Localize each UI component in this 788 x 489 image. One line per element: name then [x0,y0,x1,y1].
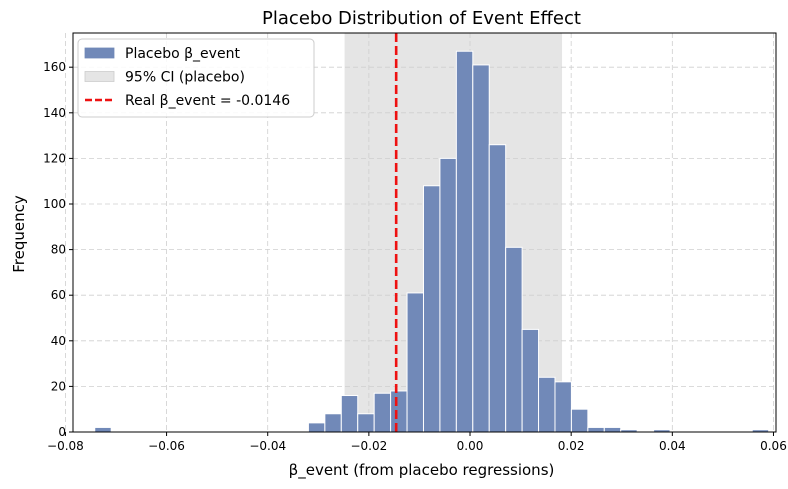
legend-label: 95% CI (placebo) [125,70,245,86]
histogram-bar [587,426,605,433]
x-axis-title: β_event (from placebo regressions) [289,461,555,480]
x-tick-label: −0.04 [249,439,286,453]
histogram-bar [307,422,326,433]
legend-label: Placebo β_event [125,46,240,62]
histogram-bar [94,426,112,433]
y-tick-label: 160 [43,60,66,74]
x-tick-label: 0.00 [457,439,484,453]
y-tick-label: 60 [51,288,66,302]
histogram-bar [373,392,392,433]
y-tick-label: 20 [51,379,66,393]
histogram-bar [357,413,375,433]
histogram-bar [422,185,441,433]
x-tick-label: 0.02 [558,439,585,453]
legend: Placebo β_event 95% CI (placebo) Real β_ev… [77,38,315,118]
y-tick-label: 0 [58,425,66,439]
y-tick-label: 120 [43,151,66,165]
chart-title: Placebo Distribution of Event Effect [262,8,581,29]
histogram-bar [340,395,359,433]
histogram-bar [538,376,556,433]
y-tick-label: 100 [43,197,66,211]
histogram-bar [406,292,424,433]
plot-area: −0.08 −0.06 −0.04 −0.02 0.00 0.02 0.04 0.06 0 20 4… [43,32,787,453]
histogram-bar [439,157,457,433]
histogram-bar [570,408,589,433]
x-tick-label: 0.06 [760,439,787,453]
legend-swatch [84,71,115,82]
y-tick-label: 40 [51,334,66,348]
histogram-bar [488,144,507,433]
legend-label: Real β_event = -0.0146 [125,93,290,109]
axes-frame [72,32,777,433]
histogram-bar [472,64,490,433]
histogram-bar [603,426,622,433]
histogram-bar [505,246,523,433]
y-axis-title: Frequency [10,195,28,273]
x-tick-label: −0.06 [148,439,185,453]
x-tick-label: 0.04 [659,439,686,453]
histogram-bar [554,381,572,433]
histogram-bar [521,328,540,433]
y-tick-label: 80 [51,243,66,257]
legend-box [77,38,315,118]
x-tick-label: −0.08 [47,439,84,453]
histogram-bar [390,390,408,433]
histogram-bar [455,50,474,433]
y-tick-label: 140 [43,106,66,120]
histogram-bar [324,413,342,433]
legend-swatch [84,47,115,59]
x-tick-label: −0.02 [350,439,387,453]
